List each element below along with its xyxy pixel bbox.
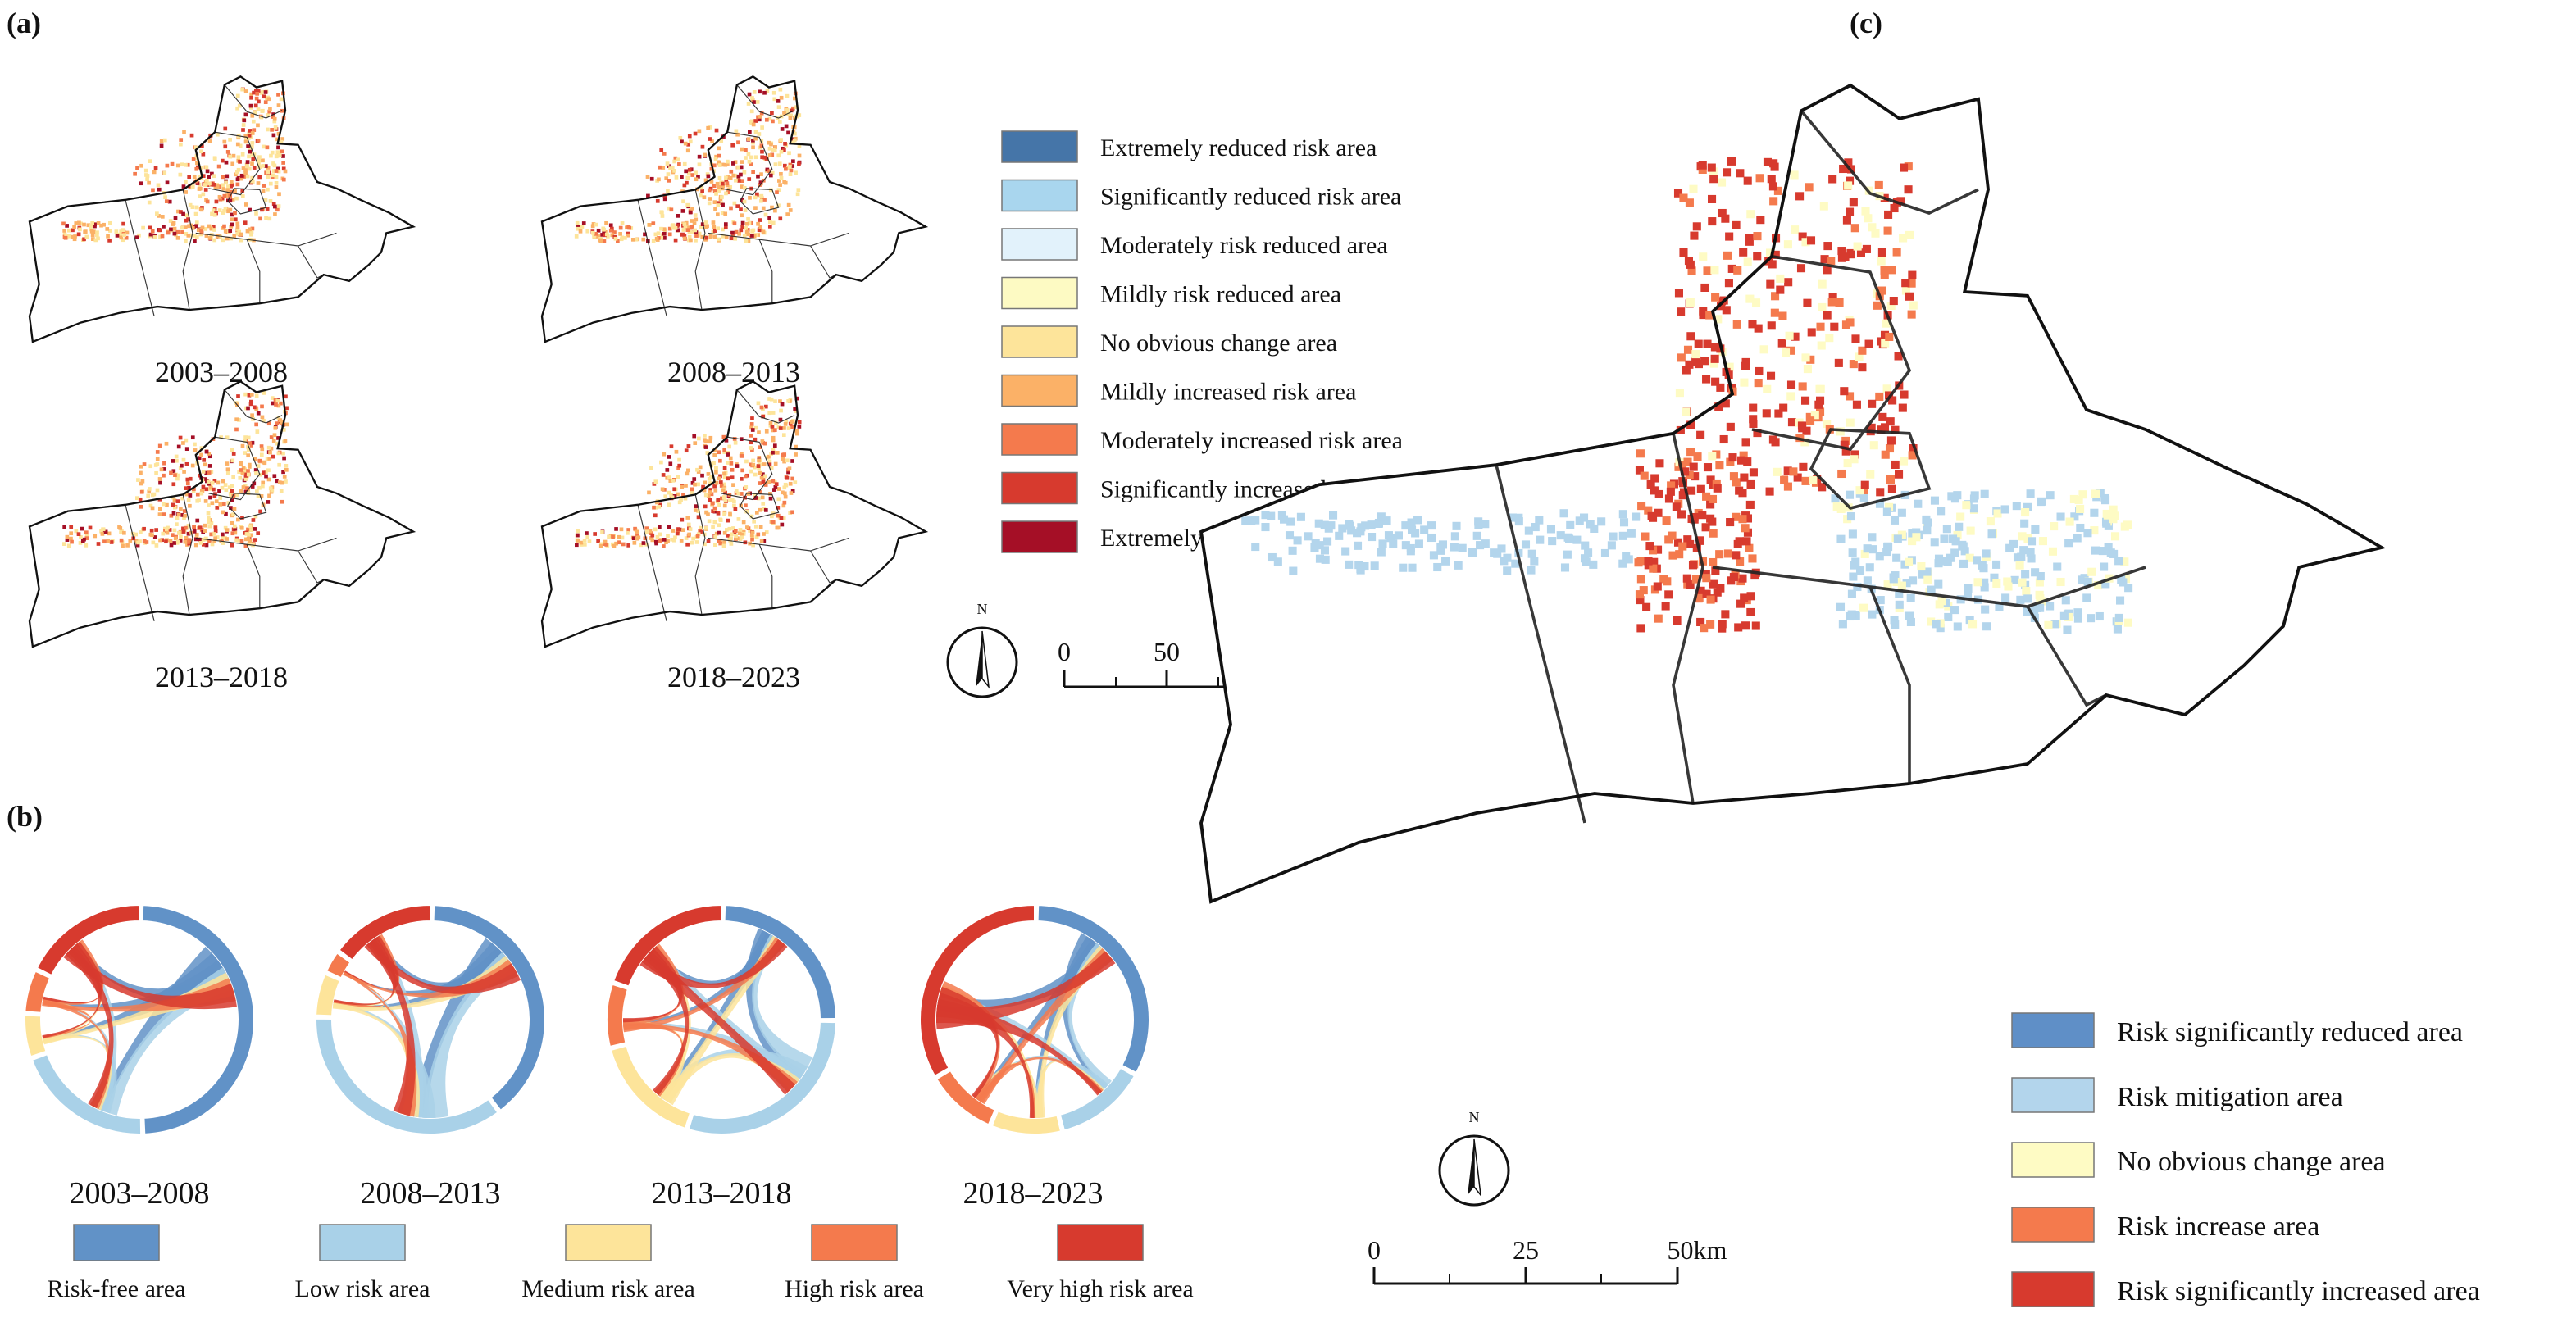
legend-c-swatch-0 — [2011, 1012, 2095, 1048]
legend-c-label-1: Risk mitigation area — [2117, 1082, 2343, 1112]
legend-b-swatch-0 — [73, 1224, 160, 1261]
chord-ribbon — [43, 998, 116, 1113]
legend-b-swatch-4 — [1057, 1224, 1144, 1261]
chord-ribbon — [422, 952, 514, 1118]
legend-b-swatch-2 — [565, 1224, 652, 1261]
legend-a-label-1: Significantly reduced risk area — [1100, 184, 1401, 211]
risk-change-map — [1199, 84, 2383, 903]
north-label: N — [1469, 1109, 1480, 1125]
scalebar-c-tick-0: 0 — [1368, 1235, 1381, 1265]
chord-arc-3 — [24, 970, 52, 1014]
legend-a-swatch-8 — [1001, 520, 1078, 553]
legend-a-label-6: Moderately increased risk area — [1100, 427, 1403, 454]
legend-a-swatch-0 — [1001, 130, 1078, 163]
legend-b-label-2: Medium risk area — [521, 1275, 695, 1302]
chord-ribbon — [333, 971, 385, 1007]
chord-diagram-3 — [606, 903, 838, 1135]
chord-diagram-1 — [24, 903, 255, 1135]
legend-c-label-3: Risk increase area — [2117, 1211, 2319, 1242]
chord-arc-0 — [723, 904, 838, 1020]
risk-map-3 — [28, 380, 415, 648]
panel-a-tag: (a) — [7, 7, 41, 39]
legend-b-swatch-1 — [319, 1224, 406, 1261]
chord-diagram-4 — [919, 903, 1150, 1135]
chord-diagram-2 — [315, 903, 546, 1135]
north-label: N — [977, 601, 988, 617]
chord-arc-3 — [606, 983, 630, 1048]
map-a1-caption: 2003–2008 — [155, 356, 288, 389]
chord-arc-2 — [990, 1110, 1063, 1135]
panel-b-chords — [24, 903, 1150, 1135]
chord-ribbon — [975, 1063, 1036, 1118]
legend-c-swatch-2 — [2011, 1142, 2095, 1178]
legend-b-label-4: Very high risk area — [1007, 1275, 1193, 1302]
legend-c-label-2: No obvious change area — [2117, 1147, 2386, 1177]
scalebar-c-tick-2: 50km — [1668, 1235, 1727, 1265]
legend-a-label-4: No obvious change area — [1100, 329, 1337, 357]
scalebar-a-tick-1: 50 — [1154, 637, 1180, 666]
legend-b-label-1: Low risk area — [295, 1275, 430, 1302]
legend-a-label-5: Mildly increased risk area — [1100, 379, 1356, 406]
legend-a-label-0: Extremely reduced risk area — [1100, 134, 1377, 161]
chord-4-caption: 2018–2023 — [963, 1176, 1104, 1211]
legend-c-swatch-4 — [2011, 1271, 2095, 1307]
scalebar-a-tick-0: 0 — [1058, 637, 1071, 666]
legend-c-swatch-3 — [2011, 1207, 2095, 1243]
panel-b-tag: (b) — [7, 800, 43, 833]
chord-ribbon — [42, 999, 92, 1039]
chord-1-caption: 2003–2008 — [70, 1176, 210, 1211]
chord-ribbon — [43, 941, 103, 1004]
chord-ribbon — [623, 937, 785, 1033]
panel-a-maps — [28, 75, 927, 648]
risk-map-2 — [540, 75, 927, 343]
risk-map-1 — [28, 75, 415, 343]
map-a3-caption: 2013–2018 — [155, 661, 288, 693]
panel-c-map — [1199, 84, 2383, 903]
map-a2-caption: 2008–2013 — [667, 356, 800, 389]
chord-arc-2 — [24, 1014, 48, 1058]
scalebar-c: 0 25 50km — [1368, 1235, 1727, 1285]
legend-a-swatch-7 — [1001, 471, 1078, 505]
scalebar-c-tick-1: 25 — [1513, 1235, 1539, 1265]
chord-ribbon — [344, 935, 399, 990]
panel-c-tag: (c) — [1850, 7, 1882, 39]
chord-ribbon — [936, 986, 999, 1098]
legend-a-swatch-5 — [1001, 374, 1078, 407]
legend-c-label-0: Risk significantly reduced area — [2117, 1017, 2463, 1048]
legend-a-label-3: Mildly risk reduced area — [1100, 281, 1341, 308]
north-arrow-circle — [1438, 1134, 1510, 1207]
legend-c-label-4: Risk significantly increased area — [2117, 1276, 2480, 1307]
chord-ribbon — [752, 934, 812, 1076]
chord-ribbon — [623, 946, 683, 1023]
chord-2-caption: 2008–2013 — [361, 1176, 501, 1211]
legend-b-label-0: Risk-free area — [47, 1275, 185, 1302]
chord-3-caption: 2013–2018 — [652, 1176, 792, 1211]
legend-c-swatch-1 — [2011, 1077, 2095, 1113]
map-a4-caption: 2018–2023 — [667, 661, 800, 693]
legend-c: Risk significantly reduced area Risk miti… — [2011, 1012, 2480, 1307]
risk-map-4 — [540, 380, 927, 648]
north-arrow-circle — [946, 626, 1018, 698]
legend-b-label-3: High risk area — [785, 1275, 924, 1302]
legend-a-swatch-3 — [1001, 276, 1078, 310]
chord-arc-2 — [315, 973, 342, 1017]
chord-arc-3 — [325, 952, 352, 979]
legend-a-label-2: Moderately risk reduced area — [1100, 232, 1388, 259]
legend-a-swatch-4 — [1001, 325, 1078, 358]
chord-ribbon — [364, 939, 521, 994]
chord-ribbon — [623, 932, 782, 1027]
legend-a-swatch-6 — [1001, 423, 1078, 456]
chord-ribbon — [978, 948, 1113, 1105]
legend-b: Risk-free area Low risk area Medium risk a… — [47, 1224, 1194, 1302]
legend-b-swatch-3 — [811, 1224, 898, 1261]
legend-a-swatch-2 — [1001, 228, 1078, 261]
legend-a: Extremely reduced risk area Significantly… — [1001, 130, 1417, 553]
north-arrow-c: N — [1438, 1109, 1510, 1207]
chord-ribbon — [42, 1034, 117, 1114]
chord-ribbon — [1035, 1060, 1104, 1118]
north-arrow-a: N — [946, 601, 1018, 698]
legend-a-swatch-1 — [1001, 179, 1078, 212]
